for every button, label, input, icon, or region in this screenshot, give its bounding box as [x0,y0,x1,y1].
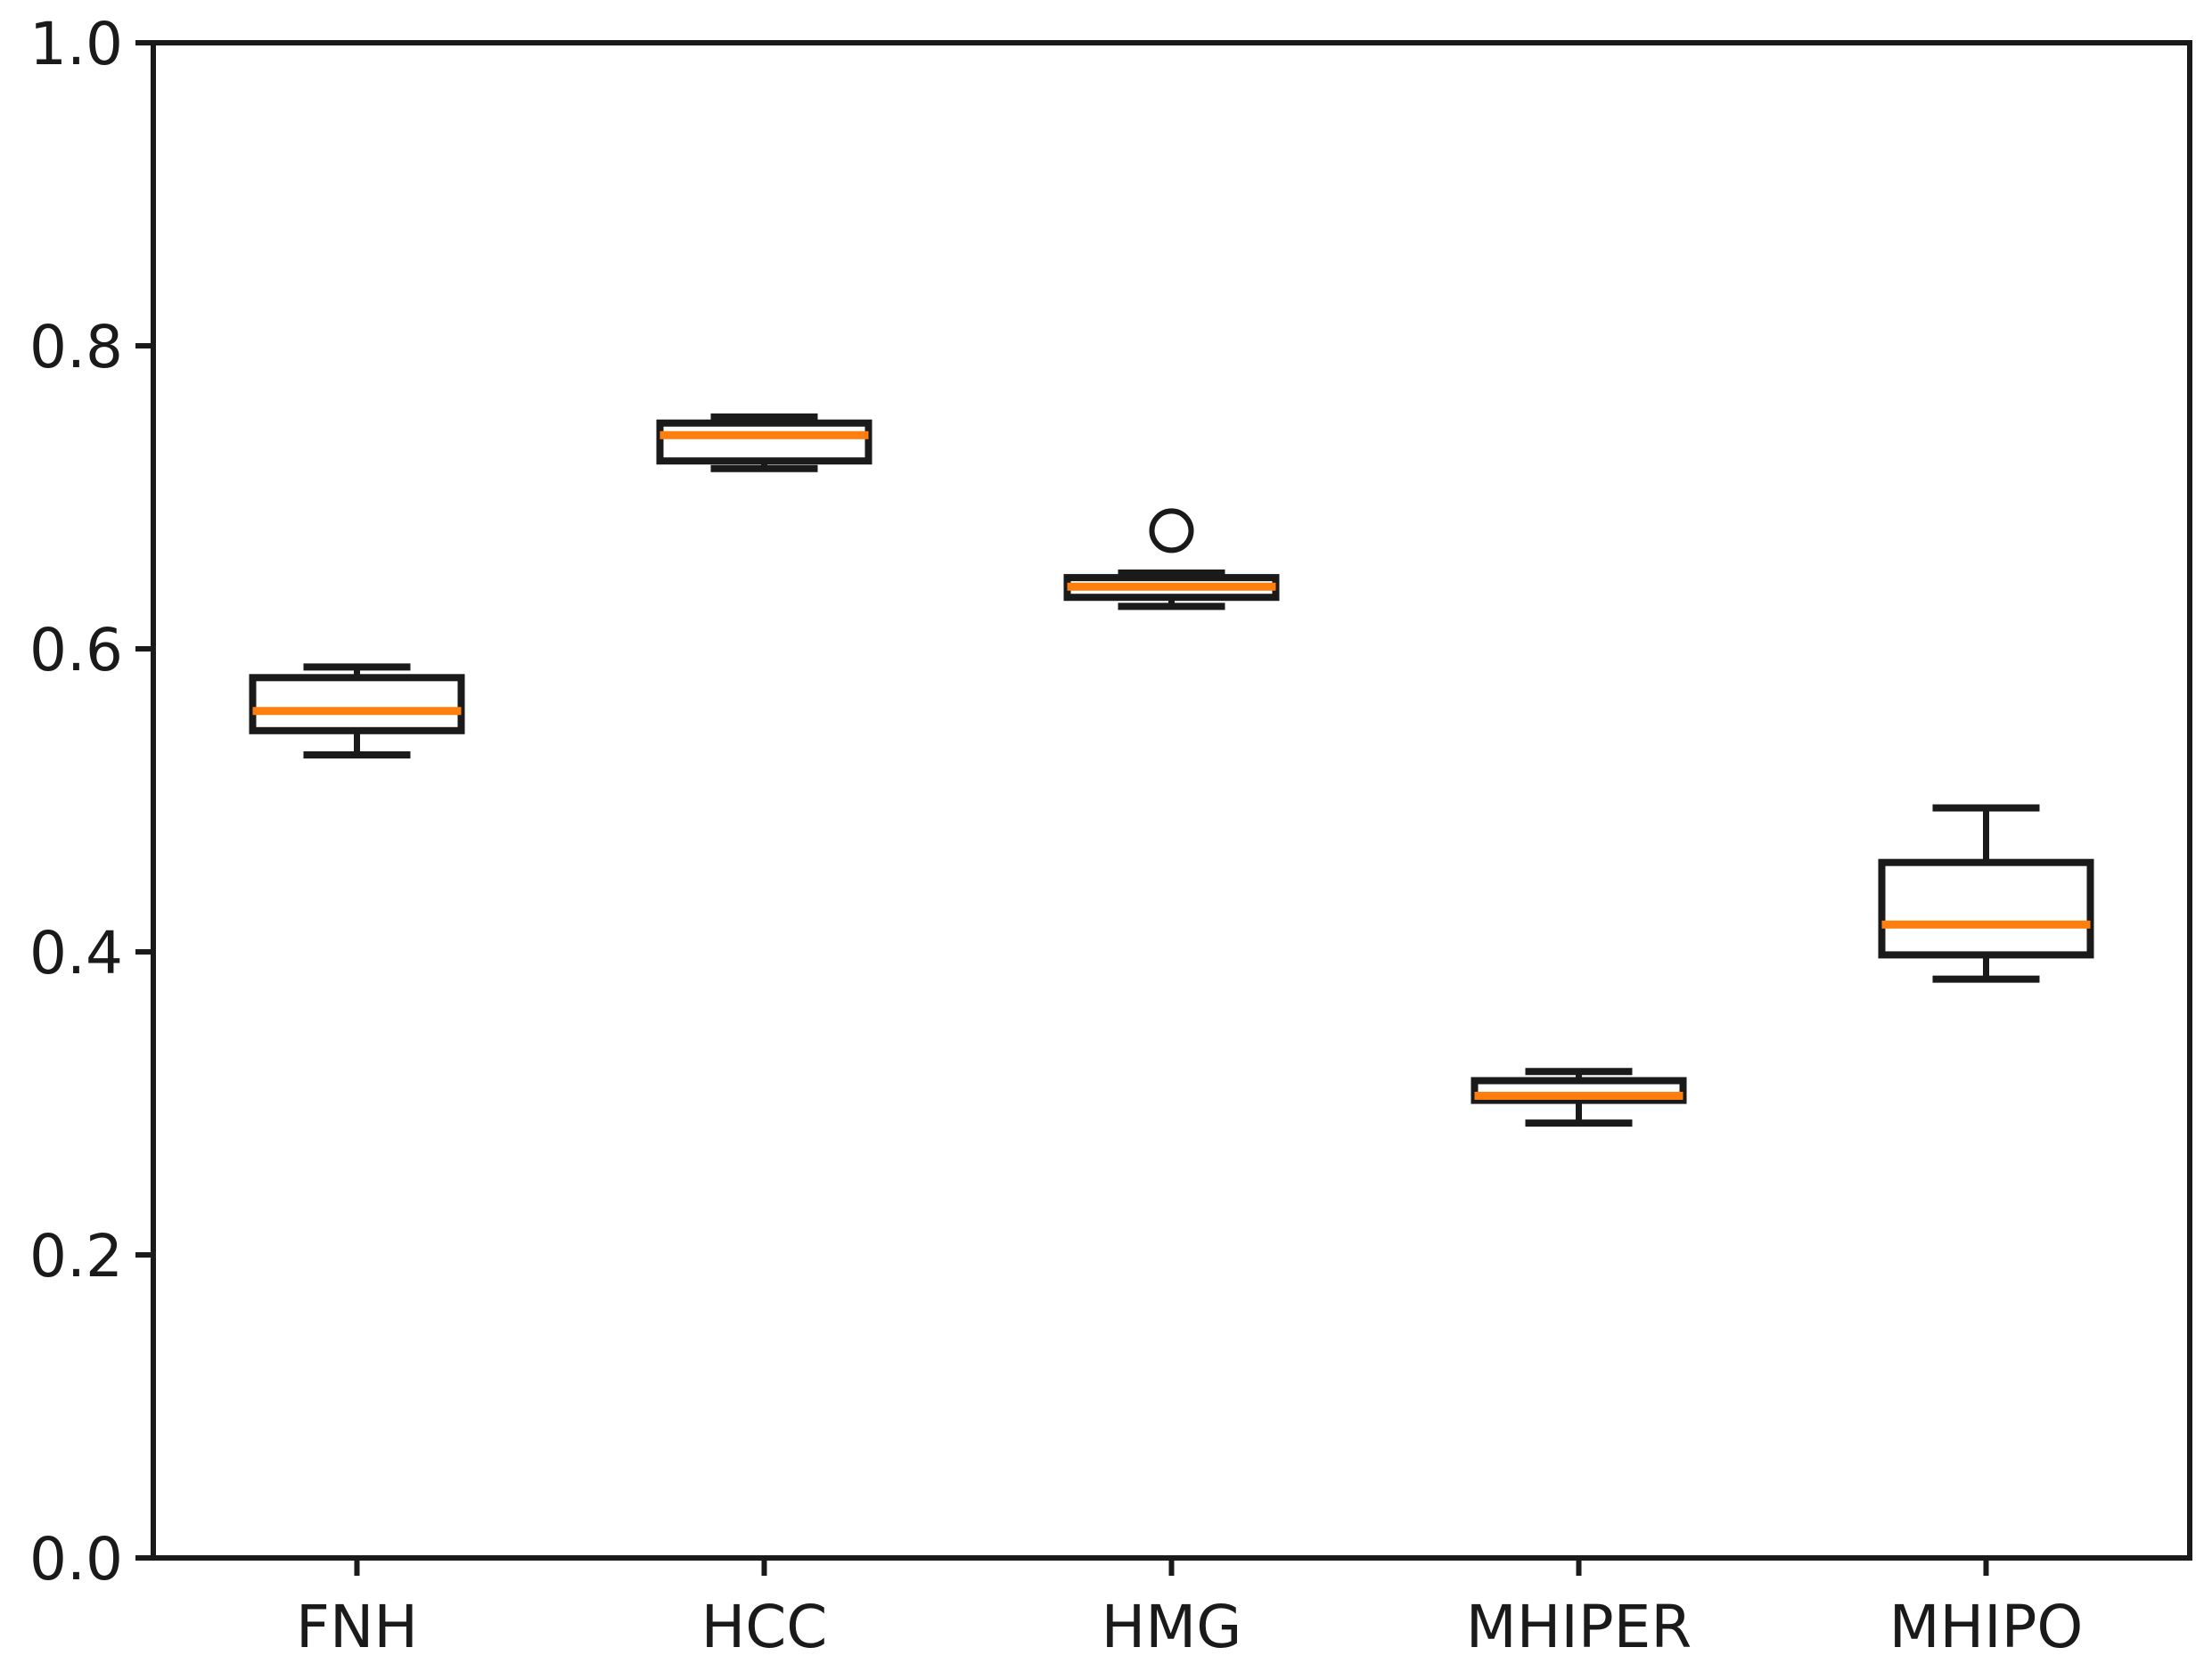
y-tick-label: 0.8 [29,313,123,381]
iqr-box [249,674,465,734]
box-group-hcc [656,413,873,472]
x-tick-label: MHIPER [1466,1593,1692,1661]
box-group-mhipo [1878,804,2094,983]
iqr-box [1878,858,2094,959]
y-tick-label: 1.0 [29,10,123,78]
y-tick-label: 0.2 [29,1222,123,1291]
x-tick-label: MHIPO [1889,1593,2084,1661]
x-tick-label: FNH [296,1593,418,1661]
x-tick-label: HMG [1102,1593,1242,1661]
box-group-hmg [1063,508,1280,611]
y-tick-label: 0.0 [29,1525,123,1594]
box-group-fnh [249,663,465,758]
outlier-marker [1149,508,1194,553]
iqr-box [656,419,873,465]
x-tick-label: HCC [701,1593,828,1661]
y-tick-label: 0.4 [29,919,123,988]
y-tick-label: 0.6 [29,616,123,684]
x-axis: FNH HCC HMG MHIPER MHIPO [296,1558,2083,1661]
box-group-mhiper [1471,1068,1687,1127]
y-axis: 0.0 0.2 0.4 0.6 0.8 1.0 [29,10,153,1594]
